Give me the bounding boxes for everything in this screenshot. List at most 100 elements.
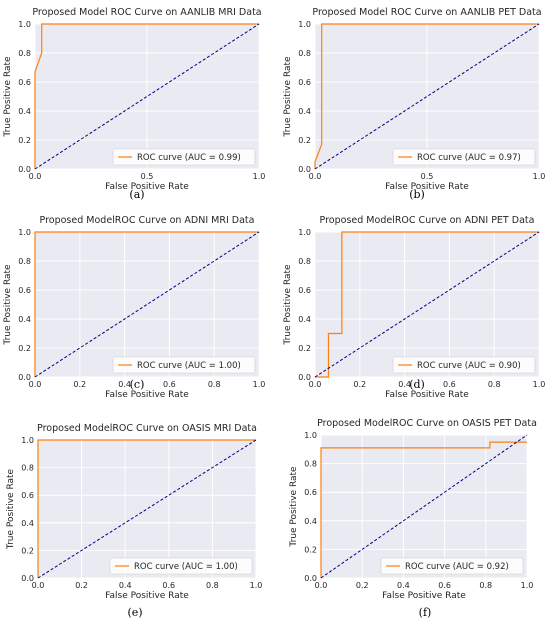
- x-axis-label: False Positive Rate: [105, 591, 189, 601]
- panel-label: (e): [127, 606, 142, 619]
- legend-label: ROC curve (AUC = 0.97): [417, 153, 521, 163]
- chart-title: Proposed ModelROC Curve on ADNI PET Data: [320, 215, 535, 226]
- y-tick-label: 0.2: [21, 546, 34, 555]
- chance-diagonal-line: [37, 439, 257, 579]
- y-tick-label: 0.2: [298, 344, 311, 353]
- y-tick-label: 0.2: [304, 545, 317, 554]
- x-tick-label: 1.0: [533, 172, 546, 181]
- y-tick-label: 0.4: [18, 315, 31, 324]
- y-axis-label: True Positive Rate: [289, 466, 299, 548]
- x-tick-label: 0.4: [119, 581, 132, 590]
- y-axis-label: True Positive Rate: [283, 264, 293, 346]
- roc-curve-line: [315, 231, 539, 378]
- y-axis-label: True Positive Rate: [3, 264, 13, 346]
- legend-box: [112, 356, 256, 374]
- x-axis-label: False Positive Rate: [382, 591, 466, 601]
- legend: ROC curve (AUC = 0.99): [112, 148, 256, 166]
- y-tick-label: 0.8: [18, 257, 31, 266]
- y-tick-label: 0.4: [298, 107, 311, 116]
- chart-panel-1: 0.0 0.5 1.0 0.0 0.2 0.4 0.6 0.8 1.0 ROC curve (AU…: [3, 7, 265, 201]
- legend: ROC curve (AUC = 1.00): [112, 356, 256, 374]
- y-tick-label: 0.0: [298, 373, 311, 382]
- y-tick-label: 0.0: [304, 574, 317, 583]
- legend-box: [109, 557, 253, 575]
- chart-title: Proposed ModelROC Curve on ADNI MRI Data: [40, 215, 255, 226]
- roc-curve-line: [320, 441, 527, 578]
- y-tick-label: 1.0: [18, 228, 31, 237]
- y-tick-label: 0.0: [18, 373, 31, 382]
- x-tick-label: 0.0: [309, 172, 322, 181]
- y-tick-label: 0.2: [18, 136, 31, 145]
- chance-diagonal-line: [314, 231, 540, 378]
- x-tick-label: 0.2: [73, 380, 86, 389]
- x-tick-label: 0.0: [309, 380, 322, 389]
- y-tick-label: 0.6: [298, 286, 311, 295]
- y-axis-label: True Positive Rate: [3, 56, 13, 138]
- roc-curve-line: [314, 23, 539, 169]
- plot-area: [38, 440, 256, 578]
- x-tick-label: 1.0: [250, 581, 263, 590]
- y-tick-label: 0.6: [21, 491, 34, 500]
- chart-panel-4: 0.0 0.2 0.4 0.6 0.8 1.0 0.0 0.2 0.4 0.6 0.8 1.0 ROC …: [283, 215, 545, 400]
- chance-diagonal-line: [314, 23, 540, 170]
- chart-title: Proposed Model ROC Curve on AANLIB MRI D…: [32, 7, 261, 18]
- legend-box: [380, 557, 524, 575]
- y-tick-label: 0.4: [21, 519, 34, 528]
- y-tick-label: 0.6: [18, 78, 31, 87]
- chart-panel-2: 0.0 0.5 1.0 0.0 0.2 0.4 0.6 0.8 1.0 ROC curve (AU…: [283, 7, 545, 201]
- legend-label: ROC curve (AUC = 0.90): [417, 361, 521, 371]
- roc-curve-line: [34, 23, 259, 169]
- x-tick-label: 0.5: [141, 172, 154, 181]
- chart-panel-3: 0.0 0.2 0.4 0.6 0.8 1.0 0.0 0.2 0.4 0.6 0.8 1.0 ROC …: [3, 215, 265, 400]
- x-tick-label: 1.0: [521, 581, 534, 590]
- x-tick-label: 0.0: [29, 172, 42, 181]
- y-tick-label: 1.0: [304, 431, 317, 440]
- y-tick-label: 0.6: [304, 488, 317, 497]
- legend-label: ROC curve (AUC = 0.99): [137, 153, 241, 163]
- x-tick-label: 0.8: [206, 581, 219, 590]
- x-tick-label: 0.6: [443, 380, 456, 389]
- chart-panel-5: 0.0 0.2 0.4 0.6 0.8 1.0 0.0 0.2 0.4 0.6 0.8 1.0 ROC …: [6, 423, 262, 619]
- chart-title: Proposed Model ROC Curve on AANLIB PET D…: [312, 7, 541, 18]
- x-axis-label: False Positive Rate: [385, 182, 469, 192]
- y-axis-label: True Positive Rate: [6, 468, 16, 550]
- x-tick-label: 0.6: [438, 581, 451, 590]
- x-tick-label: 0.6: [163, 380, 176, 389]
- legend-label: ROC curve (AUC = 1.00): [134, 562, 238, 572]
- chance-diagonal-line: [320, 434, 528, 579]
- y-tick-label: 0.8: [298, 257, 311, 266]
- chart-title: Proposed ModelROC Curve on OASIS PET Dat…: [317, 418, 537, 429]
- y-tick-label: 0.4: [304, 517, 317, 526]
- y-tick-label: 1.0: [18, 20, 31, 29]
- panel-label: (f): [419, 606, 432, 619]
- x-axis-label: False Positive Rate: [105, 390, 189, 400]
- legend-label: ROC curve (AUC = 1.00): [137, 361, 241, 371]
- y-tick-label: 0.6: [298, 78, 311, 87]
- x-tick-label: 0.6: [162, 581, 175, 590]
- y-tick-label: 0.0: [21, 574, 34, 583]
- panel-label: (a): [129, 188, 144, 201]
- x-tick-label: 0.8: [479, 581, 492, 590]
- x-tick-label: 0.4: [118, 380, 131, 389]
- x-tick-label: 0.0: [32, 581, 45, 590]
- chart-panel-6: 0.0 0.2 0.4 0.6 0.8 1.0 0.0 0.2 0.4 0.6 0.8 1.0 ROC …: [289, 418, 537, 619]
- x-tick-label: 0.5: [421, 172, 434, 181]
- y-tick-label: 1.0: [298, 20, 311, 29]
- y-tick-label: 0.8: [304, 460, 317, 469]
- legend: ROC curve (AUC = 0.92): [380, 557, 524, 575]
- y-tick-label: 0.8: [18, 49, 31, 58]
- y-tick-label: 0.2: [298, 136, 311, 145]
- legend-box: [392, 148, 536, 166]
- x-tick-label: 0.2: [75, 581, 88, 590]
- y-tick-label: 0.6: [18, 286, 31, 295]
- y-tick-label: 1.0: [21, 436, 34, 445]
- y-tick-label: 0.2: [18, 344, 31, 353]
- y-tick-label: 0.8: [298, 49, 311, 58]
- legend-box: [392, 356, 536, 374]
- y-tick-label: 0.8: [21, 464, 34, 473]
- x-tick-label: 0.4: [398, 380, 411, 389]
- x-axis-label: False Positive Rate: [105, 182, 189, 192]
- panel-label: (c): [130, 378, 145, 391]
- x-tick-label: 0.8: [208, 380, 221, 389]
